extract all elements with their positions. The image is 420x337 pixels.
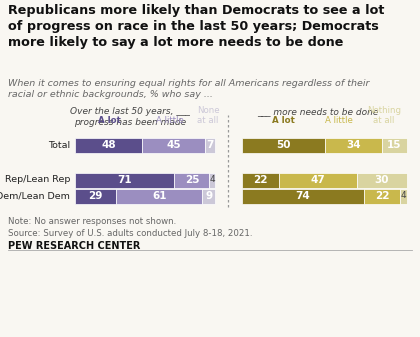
Bar [202, 188, 215, 204]
Text: Total: Total [48, 141, 70, 150]
Text: 61: 61 [152, 191, 166, 201]
Text: Nothing
at all: Nothing at all [367, 105, 401, 125]
Bar [242, 188, 364, 204]
Text: 25: 25 [185, 175, 199, 185]
Text: ___ more needs to be done: ___ more needs to be done [257, 107, 379, 116]
Text: 22: 22 [375, 191, 389, 201]
Bar [382, 137, 407, 153]
Text: 45: 45 [166, 140, 181, 150]
Text: Note: No answer responses not shown.
Source: Survey of U.S. adults conducted Jul: Note: No answer responses not shown. Sou… [8, 217, 252, 238]
Bar [116, 188, 202, 204]
Bar [75, 137, 142, 153]
Text: 22: 22 [253, 175, 268, 185]
Text: 50: 50 [276, 140, 291, 150]
Bar [142, 137, 205, 153]
Text: 29: 29 [88, 191, 103, 201]
Bar [75, 188, 116, 204]
Text: A lot: A lot [97, 116, 121, 125]
Text: 30: 30 [375, 175, 389, 185]
Text: 4: 4 [401, 191, 407, 201]
Bar [357, 173, 407, 187]
Bar [242, 173, 278, 187]
Bar [174, 173, 210, 187]
Text: 74: 74 [296, 191, 310, 201]
Text: Republicans more likely than Democrats to see a lot
of progress on race in the l: Republicans more likely than Democrats t… [8, 4, 384, 49]
Bar [400, 188, 407, 204]
Bar [242, 137, 326, 153]
Bar [75, 173, 174, 187]
Text: Over the last 50 years, ___
progress has been made: Over the last 50 years, ___ progress has… [70, 107, 190, 127]
Text: When it comes to ensuring equal rights for all Americans regardless of their
rac: When it comes to ensuring equal rights f… [8, 79, 369, 99]
Bar [210, 173, 215, 187]
Bar [278, 173, 357, 187]
Text: 48: 48 [101, 140, 116, 150]
Text: 4: 4 [210, 176, 215, 184]
Text: 47: 47 [310, 175, 325, 185]
Text: 71: 71 [117, 175, 132, 185]
Text: Rep/Lean Rep: Rep/Lean Rep [5, 176, 70, 184]
Text: A little: A little [325, 116, 353, 125]
Text: None
at all: None at all [197, 105, 219, 125]
Bar [205, 137, 215, 153]
Text: 15: 15 [387, 140, 402, 150]
Bar [364, 188, 400, 204]
Bar [326, 137, 382, 153]
Text: A little: A little [156, 116, 184, 125]
Text: 34: 34 [346, 140, 361, 150]
Text: 7: 7 [206, 140, 214, 150]
Text: A lot: A lot [272, 116, 294, 125]
Text: Dem/Lean Dem: Dem/Lean Dem [0, 191, 70, 201]
Text: 9: 9 [205, 191, 212, 201]
Text: PEW RESEARCH CENTER: PEW RESEARCH CENTER [8, 241, 140, 251]
